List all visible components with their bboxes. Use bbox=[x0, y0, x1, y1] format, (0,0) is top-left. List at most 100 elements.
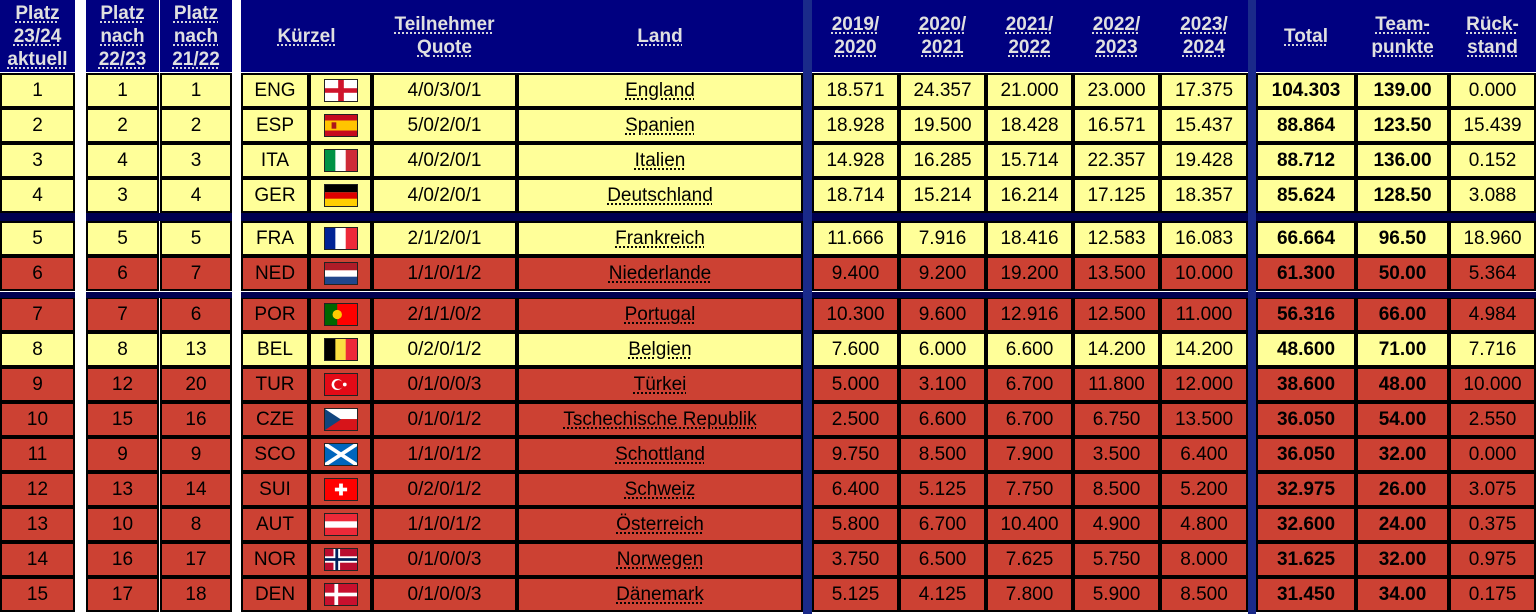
flag-cell bbox=[309, 472, 372, 507]
group-separator bbox=[0, 292, 1536, 298]
cell-p2122: 6 bbox=[160, 297, 232, 332]
country-name[interactable]: Dänemark bbox=[616, 583, 704, 605]
country-link[interactable]: Italien bbox=[517, 143, 803, 178]
cell-s2324: 10.000 bbox=[1160, 256, 1248, 291]
country-name[interactable]: Belgien bbox=[628, 338, 692, 360]
flag-cell bbox=[309, 73, 372, 108]
header-season-2022-2023[interactable]: 2022/ 2023 bbox=[1073, 0, 1160, 72]
header-kuerzel[interactable]: Kürzel bbox=[241, 0, 372, 72]
cell-team: 32.00 bbox=[1356, 437, 1449, 472]
country-link[interactable]: Dänemark bbox=[517, 577, 803, 612]
country-link[interactable]: Belgien bbox=[517, 332, 803, 367]
header-total[interactable]: Total bbox=[1256, 0, 1356, 72]
country-name[interactable]: Niederlande bbox=[608, 262, 712, 284]
cell-s2223: 12.500 bbox=[1073, 297, 1160, 332]
cell-code: TUR bbox=[241, 367, 309, 402]
cell-s1920: 5.000 bbox=[812, 367, 899, 402]
country-link[interactable]: Spanien bbox=[517, 108, 803, 143]
flag-cell bbox=[309, 221, 372, 256]
flag-cell bbox=[309, 143, 372, 178]
cell-s1920: 5.125 bbox=[812, 577, 899, 612]
country-name[interactable]: Schottland bbox=[615, 443, 705, 465]
cell-rank: 14 bbox=[0, 542, 75, 577]
flag-cell bbox=[309, 178, 372, 213]
flag-switzerland-icon bbox=[323, 478, 358, 501]
cell-s2122: 6.700 bbox=[986, 402, 1073, 437]
country-link[interactable]: Niederlande bbox=[517, 256, 803, 291]
country-name[interactable]: Tschechische Republik bbox=[563, 408, 757, 430]
country-link[interactable]: Portugal bbox=[517, 297, 803, 332]
header-season-2023-2024[interactable]: 2023/ 2024 bbox=[1160, 0, 1248, 72]
cell-team: 71.00 bbox=[1356, 332, 1449, 367]
cell-rank: 6 bbox=[0, 256, 75, 291]
country-name[interactable]: Schweiz bbox=[624, 478, 696, 500]
cell-s2122: 7.800 bbox=[986, 577, 1073, 612]
cell-rueck: 0.175 bbox=[1449, 577, 1536, 612]
cell-code: SUI bbox=[241, 472, 309, 507]
header-platz-2223[interactable]: Platz nach 22/23 bbox=[86, 0, 159, 72]
country-link[interactable]: Schottland bbox=[517, 437, 803, 472]
cell-s2122: 21.000 bbox=[986, 73, 1073, 108]
cell-team: 128.50 bbox=[1356, 178, 1449, 213]
header-season-2021-2022[interactable]: 2021/ 2022 bbox=[986, 0, 1073, 72]
country-name[interactable]: Frankreich bbox=[615, 227, 705, 249]
country-name[interactable]: Spanien bbox=[625, 114, 695, 136]
cell-p2223: 15 bbox=[86, 402, 159, 437]
header-rueckstand[interactable]: Rück- stand bbox=[1449, 0, 1536, 72]
cell-rueck: 5.364 bbox=[1449, 256, 1536, 291]
cell-total: 56.316 bbox=[1256, 297, 1356, 332]
country-name[interactable]: England bbox=[625, 79, 695, 101]
cell-s2122: 15.714 bbox=[986, 143, 1073, 178]
cell-p2223: 8 bbox=[86, 332, 159, 367]
cell-rank: 9 bbox=[0, 367, 75, 402]
cell-quote: 0/1/0/0/3 bbox=[372, 577, 517, 612]
country-name[interactable]: Österreich bbox=[616, 513, 704, 535]
cell-rueck: 0.975 bbox=[1449, 542, 1536, 577]
country-link[interactable]: Schweiz bbox=[517, 472, 803, 507]
country-name[interactable]: Portugal bbox=[624, 303, 696, 325]
cell-s1920: 9.400 bbox=[812, 256, 899, 291]
header-platz-2122[interactable]: Platz nach 21/22 bbox=[160, 0, 232, 72]
country-link[interactable]: Tschechische Republik bbox=[517, 402, 803, 437]
cell-s2324: 16.083 bbox=[1160, 221, 1248, 256]
cell-s2021: 8.500 bbox=[899, 437, 986, 472]
cell-rank: 5 bbox=[0, 221, 75, 256]
country-link[interactable]: Türkei bbox=[517, 367, 803, 402]
cell-s2324: 15.437 bbox=[1160, 108, 1248, 143]
country-link[interactable]: Österreich bbox=[517, 507, 803, 542]
header-teampunkte[interactable]: Team- punkte bbox=[1356, 0, 1449, 72]
country-link[interactable]: Frankreich bbox=[517, 221, 803, 256]
cell-team: 123.50 bbox=[1356, 108, 1449, 143]
country-link[interactable]: Norwegen bbox=[517, 542, 803, 577]
country-name[interactable]: Norwegen bbox=[616, 548, 704, 570]
country-name[interactable]: Deutschland bbox=[607, 184, 713, 206]
header-teilnehmer-quote[interactable]: Teilnehmer Quote bbox=[372, 0, 517, 72]
country-link[interactable]: England bbox=[517, 73, 803, 108]
cell-quote: 4/0/2/0/1 bbox=[372, 143, 517, 178]
cell-s2223: 22.357 bbox=[1073, 143, 1160, 178]
header-season-2019-2020[interactable]: 2019/ 2020 bbox=[812, 0, 899, 72]
column-group-gap bbox=[75, 0, 86, 614]
column-group-gap bbox=[1248, 0, 1256, 614]
flag-cell bbox=[309, 297, 372, 332]
header-platz-aktuell[interactable]: Platz 23/24 aktuell bbox=[0, 0, 75, 72]
country-name[interactable]: Italien bbox=[634, 149, 686, 171]
cell-p2122: 17 bbox=[160, 542, 232, 577]
header-land[interactable]: Land bbox=[517, 0, 803, 72]
header-season-2020-2021[interactable]: 2020/ 2021 bbox=[899, 0, 986, 72]
cell-team: 34.00 bbox=[1356, 577, 1449, 612]
cell-s2122: 16.214 bbox=[986, 178, 1073, 213]
cell-s2324: 14.200 bbox=[1160, 332, 1248, 367]
cell-p2223: 1 bbox=[86, 73, 159, 108]
country-link[interactable]: Deutschland bbox=[517, 178, 803, 213]
flag-cell bbox=[309, 507, 372, 542]
cell-s2324: 13.500 bbox=[1160, 402, 1248, 437]
cell-s2324: 8.000 bbox=[1160, 542, 1248, 577]
flag-scotland-icon bbox=[323, 443, 358, 466]
country-name[interactable]: Türkei bbox=[633, 373, 687, 395]
cell-p2223: 12 bbox=[86, 367, 159, 402]
flag-norway-icon bbox=[323, 548, 358, 571]
cell-s2021: 16.285 bbox=[899, 143, 986, 178]
cell-s2324: 12.000 bbox=[1160, 367, 1248, 402]
cell-code: FRA bbox=[241, 221, 309, 256]
